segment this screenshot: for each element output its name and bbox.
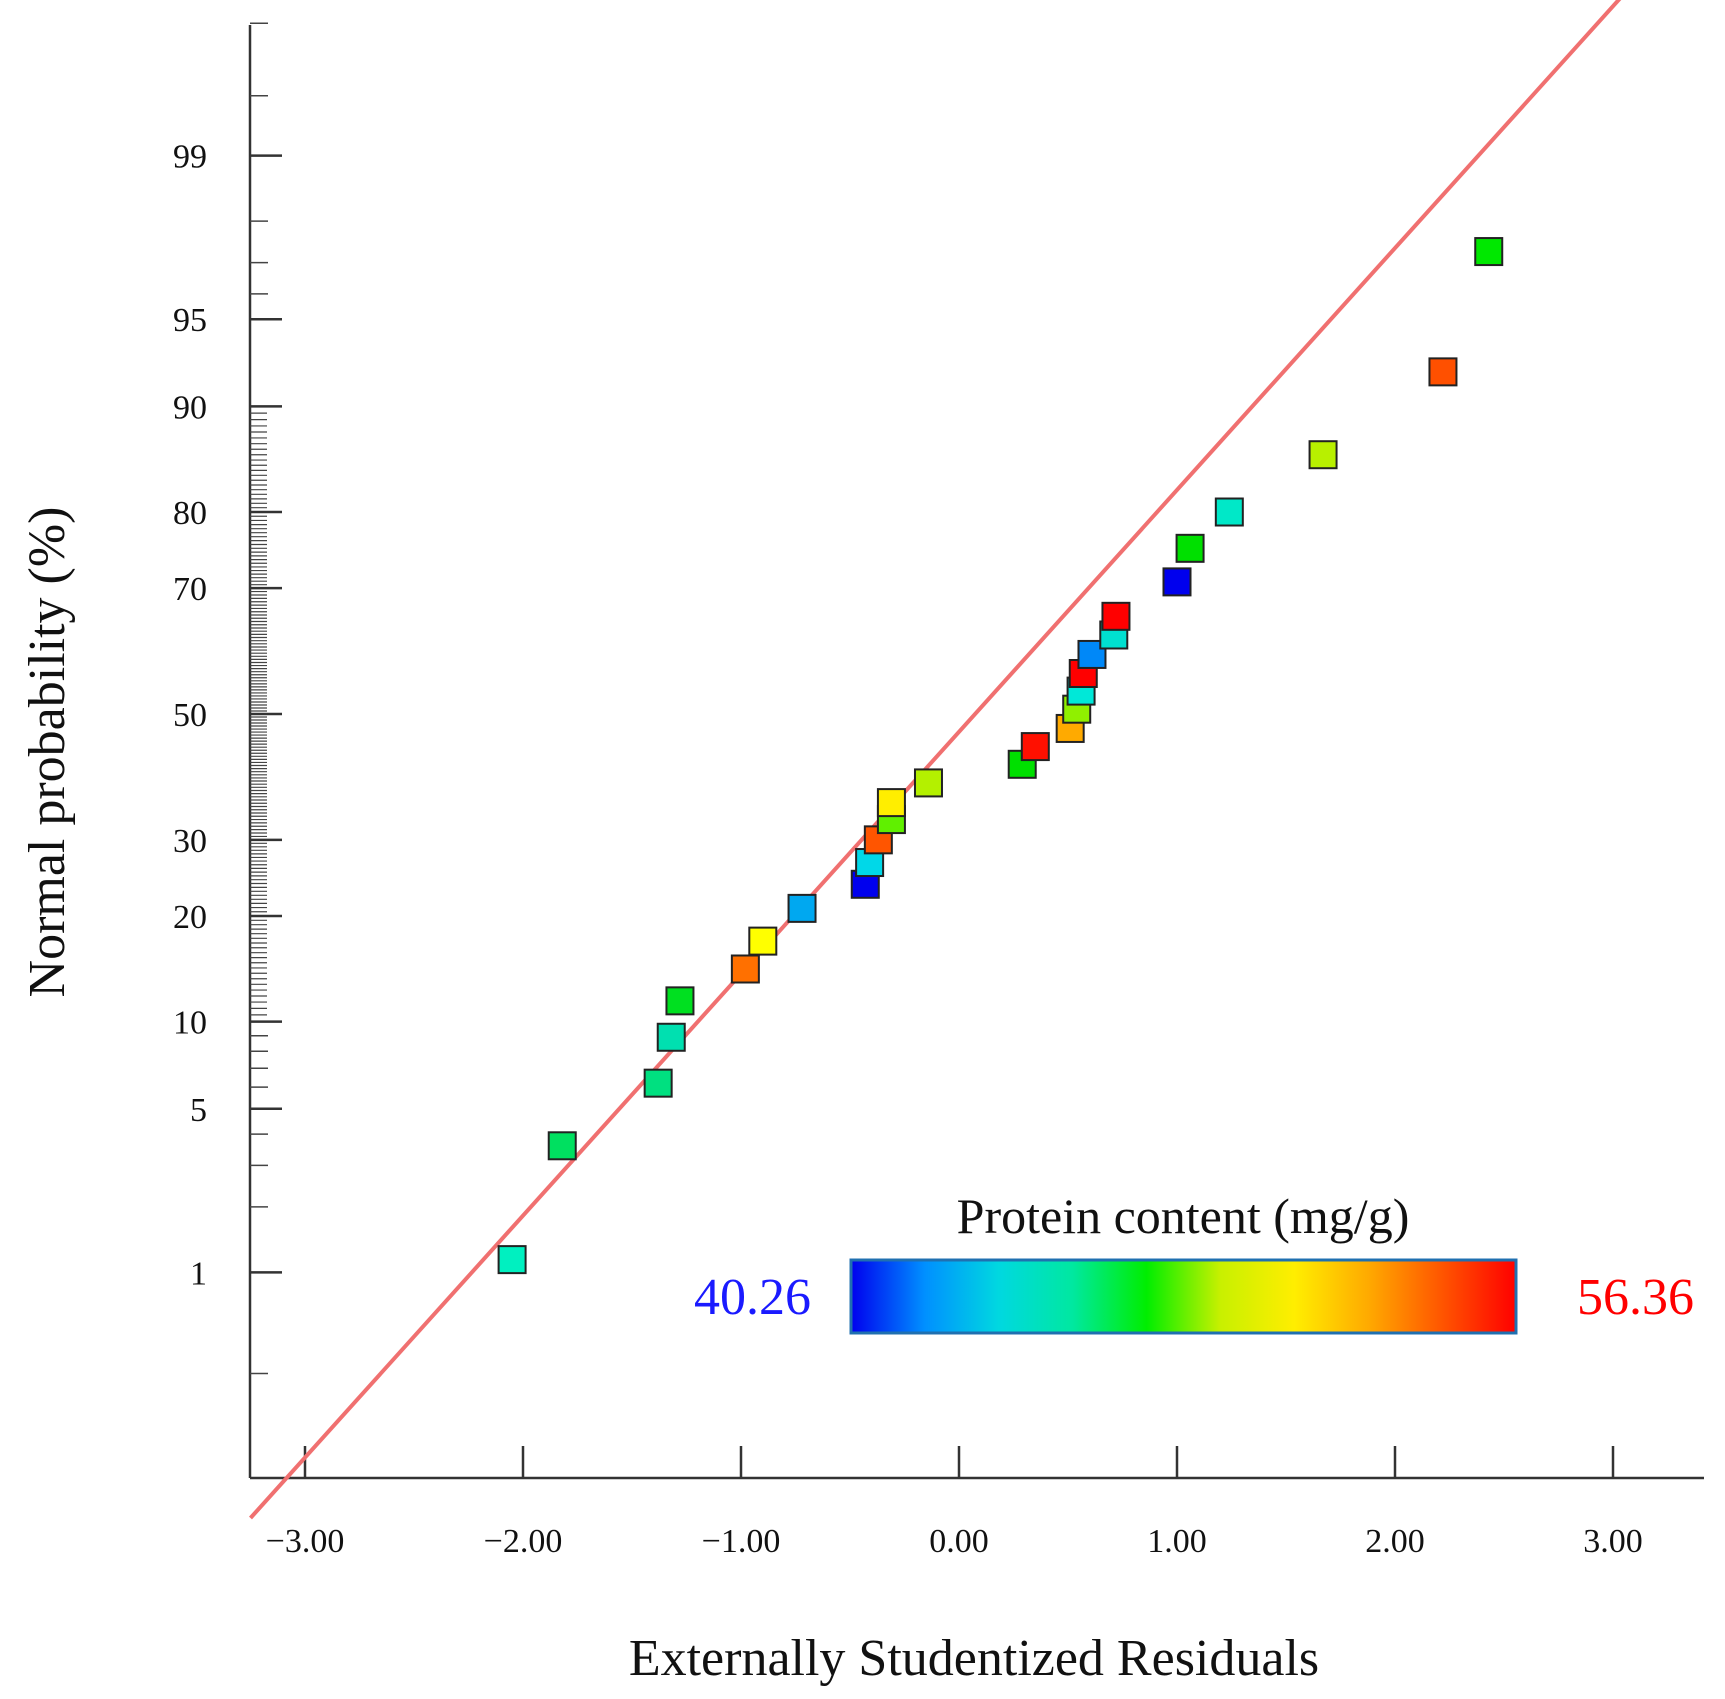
data-point — [913, 768, 943, 798]
data-point — [748, 926, 778, 956]
colorbar-max-label: 56.36 — [1577, 1269, 1694, 1326]
data-point — [1162, 567, 1192, 597]
colorbar-bar — [849, 1258, 1518, 1335]
data-point — [1214, 497, 1244, 527]
data-point — [1428, 357, 1458, 387]
y-tick-label: 80 — [173, 495, 207, 532]
reference-line — [249, 0, 1622, 1520]
y-ticks: 1 5 10 20 30 50 70 80 90 95 99 — [173, 139, 282, 1292]
axes — [248, 25, 1704, 1480]
x-ticks: −3.00 −2.00 −1.00 0.00 1.00 2.00 3.00 — [266, 1446, 1643, 1560]
colorbar-min-label: 40.26 — [694, 1269, 811, 1326]
data-point — [1020, 732, 1050, 762]
data-point — [787, 893, 817, 923]
y-tick-label: 50 — [173, 697, 207, 734]
x-tick-label: 0.00 — [929, 1523, 989, 1560]
x-tick-label: 2.00 — [1365, 1523, 1425, 1560]
y-axis-title: Normal probability (%) — [19, 507, 76, 998]
data-point — [1308, 440, 1338, 470]
colorbar: Protein content (mg/g) 40.26 56.36 — [694, 1188, 1694, 1335]
x-tick-label: −1.00 — [702, 1523, 781, 1560]
y-tick-label: 30 — [173, 823, 207, 860]
data-points — [497, 237, 1504, 1275]
data-point — [1474, 237, 1504, 267]
y-minor-ticks — [250, 22, 268, 1375]
data-point — [547, 1131, 577, 1161]
data-point — [497, 1245, 527, 1275]
colorbar-title: Protein content (mg/g) — [957, 1188, 1410, 1244]
y-tick-label: 70 — [173, 571, 207, 608]
y-tick-label: 90 — [173, 389, 207, 426]
data-point — [1101, 601, 1131, 631]
x-axis-title: Externally Studentized Residuals — [629, 1630, 1319, 1687]
data-point — [876, 788, 906, 818]
x-tick-label: 1.00 — [1147, 1523, 1207, 1560]
x-tick-label: 3.00 — [1583, 1523, 1643, 1560]
y-tick-label: 95 — [173, 302, 207, 339]
data-point — [730, 954, 760, 984]
data-point — [1175, 533, 1205, 563]
y-tick-label: 20 — [173, 899, 207, 936]
data-point — [665, 986, 695, 1016]
x-tick-label: −3.00 — [266, 1523, 345, 1560]
y-tick-label: 99 — [173, 139, 207, 176]
data-point — [656, 1022, 686, 1052]
y-tick-label: 5 — [190, 1092, 207, 1129]
x-tick-label: −2.00 — [484, 1523, 563, 1560]
y-tick-label: 10 — [173, 1005, 207, 1042]
data-point — [643, 1068, 673, 1098]
y-tick-label: 1 — [190, 1255, 207, 1292]
